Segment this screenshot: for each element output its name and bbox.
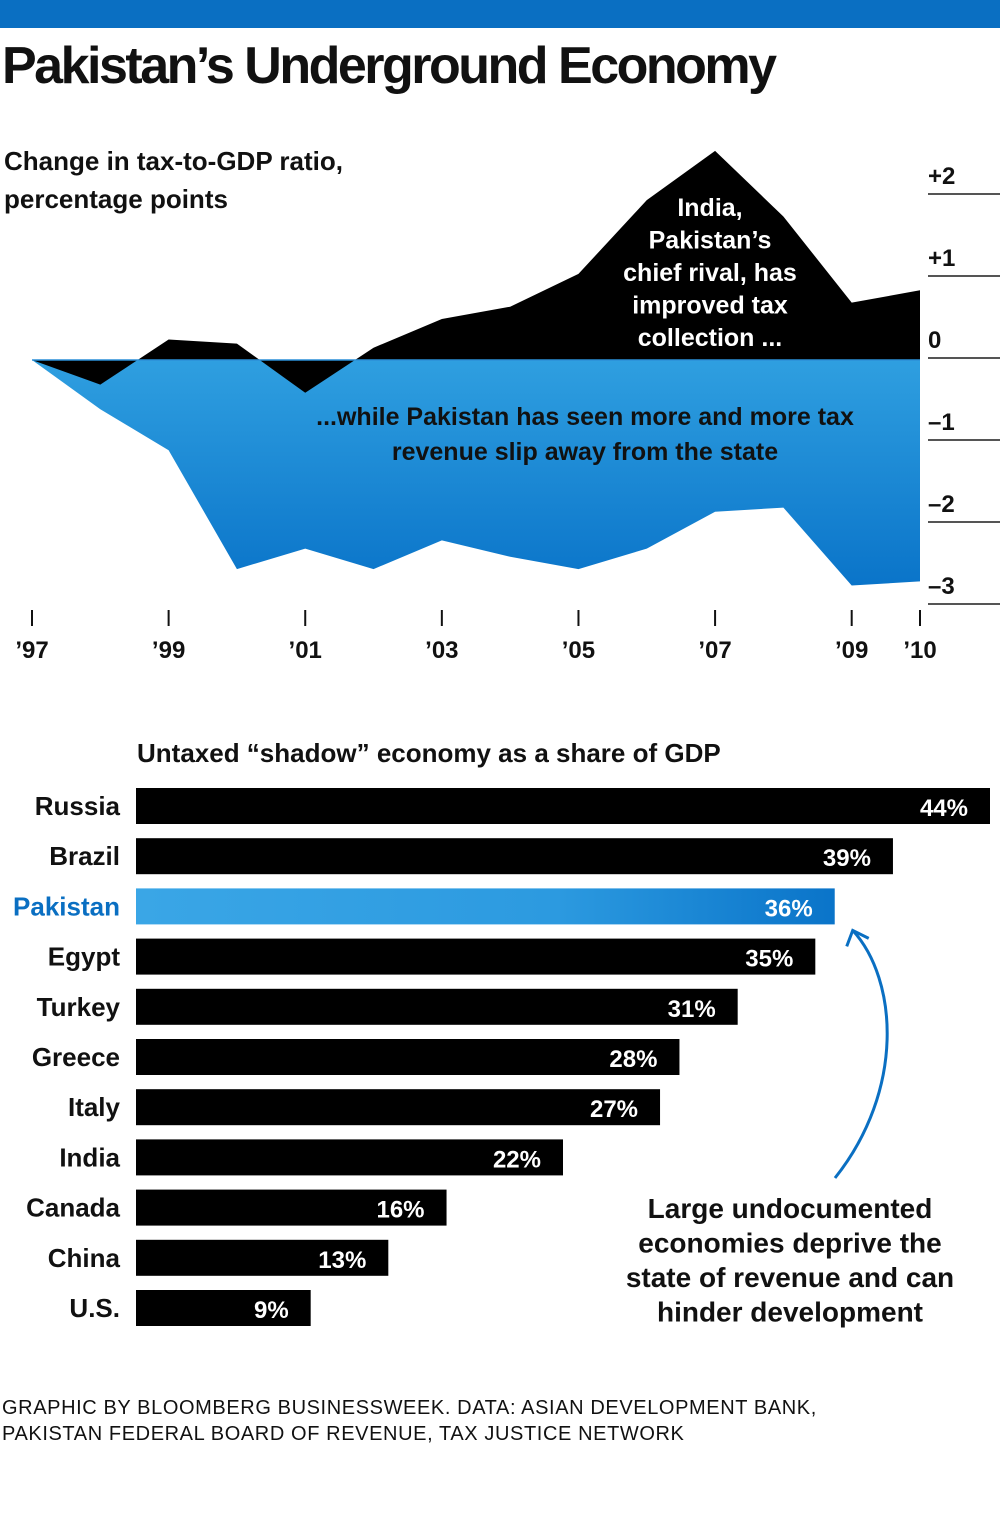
x-tick-label: ’03 <box>425 637 458 664</box>
bar-italy <box>136 1089 661 1126</box>
value-label: 22% <box>493 1146 541 1173</box>
bar-brazil <box>136 838 893 875</box>
y-tick-label: –2 <box>928 491 955 518</box>
category-label: Turkey <box>37 992 121 1022</box>
value-label: 35% <box>745 946 793 973</box>
india-annotation: Pakistan’s <box>649 227 772 255</box>
x-tick-label: ’09 <box>835 637 868 664</box>
x-tick-label: ’10 <box>903 637 936 664</box>
category-label: Pakistan <box>13 891 120 921</box>
x-tick-label: ’07 <box>698 637 731 664</box>
pakistan-annotation: revenue slip away from the state <box>392 438 778 466</box>
tax-ratio-area-chart: Change in tax-to-GDP ratio, percentage po… <box>4 146 1000 664</box>
bar-greece <box>136 1039 680 1075</box>
bar-canada <box>136 1189 447 1226</box>
category-label: Italy <box>68 1092 121 1122</box>
area-chart-title: percentage points <box>4 184 228 214</box>
bar-turkey <box>136 988 738 1025</box>
value-label: 9% <box>254 1297 289 1324</box>
india-annotation: India, <box>677 194 742 222</box>
value-label: 16% <box>376 1197 424 1224</box>
bar-india <box>136 1139 563 1176</box>
category-label: Greece <box>32 1042 120 1072</box>
x-tick-label: ’01 <box>289 637 322 664</box>
page-title: Pakistan’s Underground Economy <box>2 37 777 95</box>
bar-chart-title: Untaxed “shadow” economy as a share of G… <box>137 738 721 768</box>
value-label: 13% <box>318 1247 366 1274</box>
pakistan-area <box>32 360 920 586</box>
india-annotation: collection ... <box>638 324 782 352</box>
x-tick-label: ’99 <box>152 637 185 664</box>
value-label: 36% <box>765 895 813 922</box>
annotation-arrow <box>833 929 889 1179</box>
value-label: 44% <box>920 795 968 822</box>
india-annotation: chief rival, has <box>623 259 797 287</box>
y-tick-label: –3 <box>928 573 955 600</box>
bar-pakistan <box>136 888 835 925</box>
arrow-head <box>845 928 870 947</box>
x-tick-label: ’97 <box>15 637 48 664</box>
category-label: U.S. <box>69 1293 120 1323</box>
y-tick-label: 0 <box>928 327 941 354</box>
category-label: India <box>59 1142 120 1172</box>
bar-china <box>136 1239 389 1276</box>
india-annotation: improved tax <box>632 292 788 320</box>
india-area <box>32 150 920 393</box>
bar-egypt <box>136 938 816 975</box>
pakistan-annotation: ...while Pakistan has seen more and more… <box>316 403 854 431</box>
category-label: Egypt <box>48 942 121 972</box>
source-line: PAKISTAN FEDERAL BOARD OF REVENUE, TAX J… <box>2 1423 685 1445</box>
value-label: 27% <box>590 1096 638 1123</box>
bar-annotation: economies deprive the <box>638 1228 941 1259</box>
value-label: 31% <box>668 996 716 1023</box>
value-label: 39% <box>823 845 871 872</box>
category-label: Russia <box>35 791 121 821</box>
bar-annotation: state of revenue and can <box>626 1262 954 1293</box>
top-accent-bar <box>0 0 1000 28</box>
y-tick-label: +2 <box>928 163 955 190</box>
bar-annotation: hinder development <box>657 1297 923 1328</box>
y-tick-label: +1 <box>928 245 955 272</box>
bar-russia <box>136 788 990 824</box>
shadow-economy-bar-chart: Untaxed “shadow” economy as a share of G… <box>13 738 990 1328</box>
category-label: Brazil <box>49 841 120 871</box>
source-note: GRAPHIC BY BLOOMBERG BUSINESSWEEK. DATA:… <box>2 1395 817 1447</box>
x-tick-label: ’05 <box>562 637 595 664</box>
area-chart-title: Change in tax-to-GDP ratio, <box>4 146 343 176</box>
value-label: 28% <box>609 1046 657 1073</box>
bar-annotation: Large undocumented <box>648 1193 933 1224</box>
source-line: GRAPHIC BY BLOOMBERG BUSINESSWEEK. DATA:… <box>2 1397 817 1419</box>
bar-us <box>136 1290 311 1326</box>
category-label: Canada <box>26 1193 120 1223</box>
category-label: China <box>48 1243 121 1273</box>
y-tick-label: –1 <box>928 409 955 436</box>
